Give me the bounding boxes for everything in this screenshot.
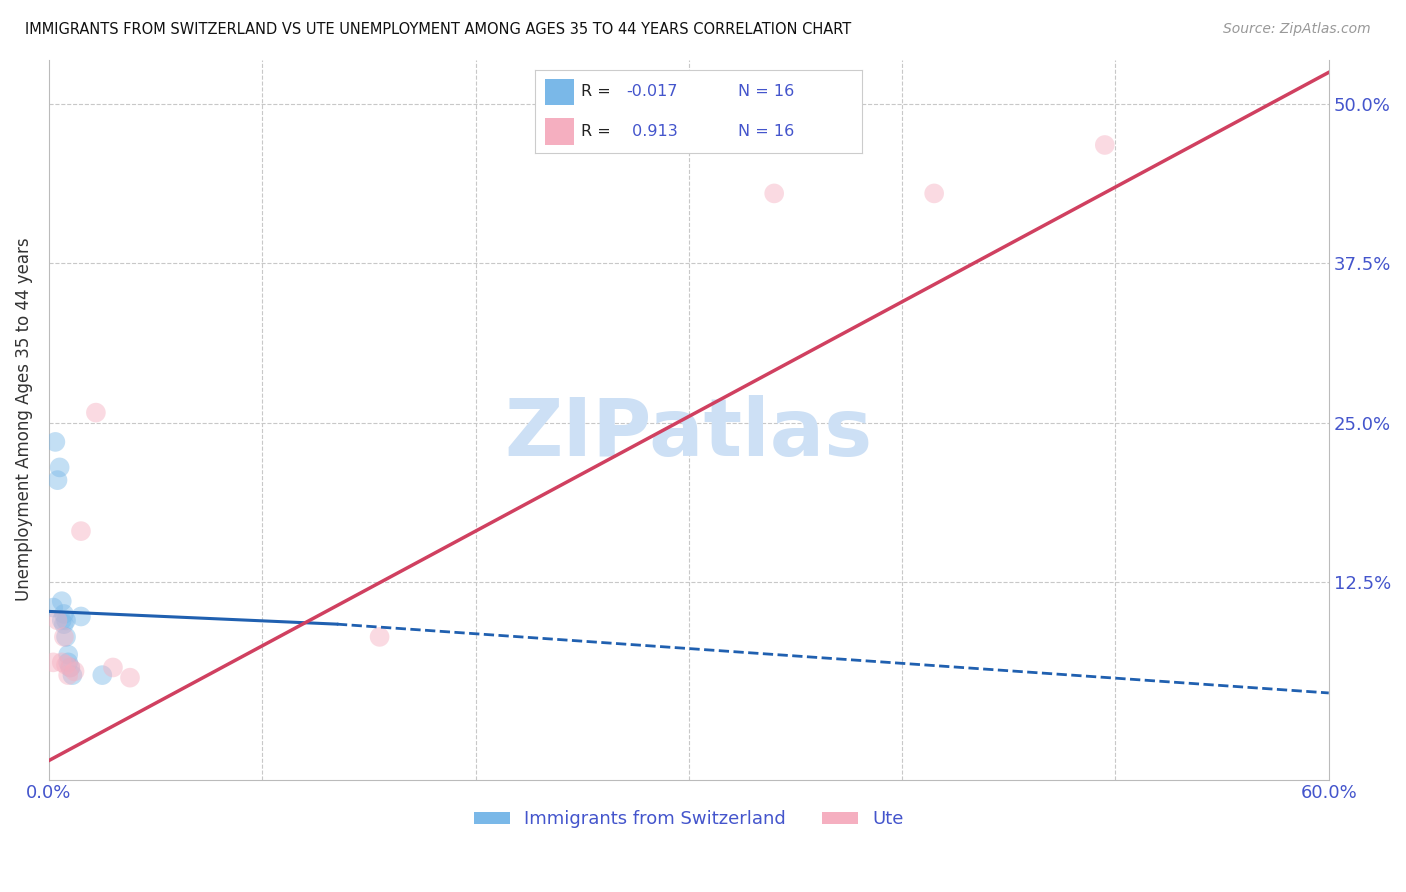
Point: [42, 656, 65, 670]
Point: [62, 668, 84, 682]
Point: [51, 656, 73, 670]
Point: [70, 609, 93, 624]
Point: [70, 524, 93, 538]
Point: [56, 656, 79, 670]
Text: ZIPatlas: ZIPatlas: [505, 395, 873, 473]
Point: [56, 668, 79, 682]
Point: [84, 406, 107, 420]
Text: Source: ZipAtlas.com: Source: ZipAtlas.com: [1223, 22, 1371, 37]
Point: [91, 668, 114, 682]
Point: [44, 434, 66, 449]
Point: [51, 613, 73, 627]
Point: [101, 660, 124, 674]
Point: [1094, 138, 1116, 153]
Text: IMMIGRANTS FROM SWITZERLAND VS UTE UNEMPLOYMENT AMONG AGES 35 TO 44 YEARS CORREL: IMMIGRANTS FROM SWITZERLAND VS UTE UNEMP…: [25, 22, 852, 37]
Point: [63, 665, 86, 679]
Legend: Immigrants from Switzerland, Ute: Immigrants from Switzerland, Ute: [467, 803, 911, 836]
Point: [46, 613, 69, 627]
Point: [52, 617, 75, 632]
Point: [48, 460, 70, 475]
Point: [42, 600, 65, 615]
Point: [118, 671, 141, 685]
Point: [55, 613, 77, 627]
Point: [55, 630, 77, 644]
Point: [51, 594, 73, 608]
Point: [55, 657, 77, 672]
Point: [59, 660, 82, 674]
Point: [59, 660, 82, 674]
Point: [56, 648, 79, 662]
Point: [52, 607, 75, 621]
Y-axis label: Unemployment Among Ages 35 to 44 years: Unemployment Among Ages 35 to 44 years: [15, 238, 32, 601]
Point: [52, 630, 75, 644]
Point: [46, 473, 69, 487]
Point: [368, 630, 391, 644]
Point: [763, 186, 786, 201]
Point: [922, 186, 945, 201]
